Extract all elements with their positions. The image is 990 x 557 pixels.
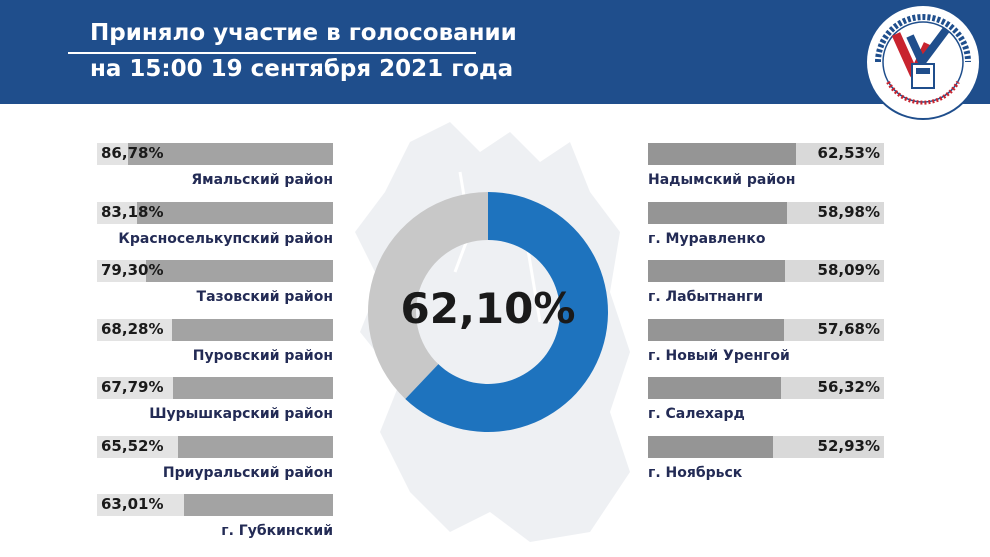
district-label: г. Салехард xyxy=(648,406,745,422)
turnout-bar: 86,78% xyxy=(97,143,333,165)
title-line-2: на 15:00 19 сентября 2021 года xyxy=(90,56,514,82)
turnout-bar: 62,53% xyxy=(648,143,884,165)
district-label: Красноселькупский район xyxy=(118,230,333,247)
bar-value-label: 58,98% xyxy=(817,202,880,221)
bar-value-label: 57,68% xyxy=(817,319,880,338)
district-label: Тазовский район xyxy=(196,289,333,305)
turnout-bar: 65,52% xyxy=(97,435,333,458)
bar-fill xyxy=(136,201,333,224)
turnout-bar: 79,30% xyxy=(97,260,333,282)
district-label: Пуровский район xyxy=(192,347,333,364)
bar-fill xyxy=(184,494,333,516)
bar-value-label: 58,09% xyxy=(817,261,880,279)
bar-fill xyxy=(145,260,333,282)
bar-fill xyxy=(648,318,785,341)
title-divider xyxy=(68,52,476,54)
district-label: г. Лабытнанги xyxy=(648,289,764,305)
bar-value-label: 79,30% xyxy=(101,261,164,279)
district-label: Ямальский район xyxy=(191,172,333,188)
turnout-bar: 68,28% xyxy=(97,318,333,341)
bar-fill xyxy=(648,260,786,282)
bar-value-label: 67,79% xyxy=(101,378,164,396)
bar-value-label: 52,93% xyxy=(817,436,880,455)
district-label: Надымский район xyxy=(648,172,796,188)
turnout-bar: 52,93% xyxy=(648,435,884,458)
donut-rest-segment xyxy=(368,192,488,399)
bar-value-label: 62,53% xyxy=(817,144,880,162)
turnout-bar: 56,32% xyxy=(648,377,884,399)
district-label: г. Муравленко xyxy=(648,230,766,247)
bar-value-label: 65,52% xyxy=(101,436,164,455)
bar-value-label: 83,18% xyxy=(101,202,164,221)
election-commission-logo xyxy=(865,4,981,120)
bar-fill xyxy=(128,143,333,165)
turnout-bar: 67,79% xyxy=(97,377,333,399)
bar-fill xyxy=(648,435,773,458)
district-label: Приуральский район xyxy=(162,464,333,481)
district-label: г. Губкинский xyxy=(221,523,333,539)
title-line-1: Приняло участие в голосовании xyxy=(90,20,517,46)
turnout-bar: 57,68% xyxy=(648,318,884,341)
bar-value-label: 56,32% xyxy=(817,378,880,396)
donut-turnout-segment xyxy=(405,192,608,432)
bar-value-label: 63,01% xyxy=(101,495,164,513)
district-label: г. Новый Уренгой xyxy=(648,347,790,364)
bar-value-label: 86,78% xyxy=(101,144,164,162)
turnout-donut xyxy=(368,192,608,432)
turnout-bar: 83,18% xyxy=(97,201,333,224)
turnout-bar: 58,09% xyxy=(648,260,884,282)
bar-fill xyxy=(648,201,788,224)
bar-fill xyxy=(648,377,781,399)
donut-center-label: 62,10% xyxy=(400,284,576,333)
bar-fill xyxy=(173,377,333,399)
district-label: Шурышкарский район xyxy=(149,406,333,422)
bar-value-label: 68,28% xyxy=(101,319,164,338)
district-label: г. Ноябрьск xyxy=(648,464,743,481)
bar-fill xyxy=(648,143,796,165)
turnout-bar: 63,01% xyxy=(97,494,333,516)
bar-fill xyxy=(171,318,333,341)
bar-fill xyxy=(178,435,333,458)
turnout-bar: 58,98% xyxy=(648,201,884,224)
header-banner: Приняло участие в голосовании на 15:00 1… xyxy=(0,0,990,104)
